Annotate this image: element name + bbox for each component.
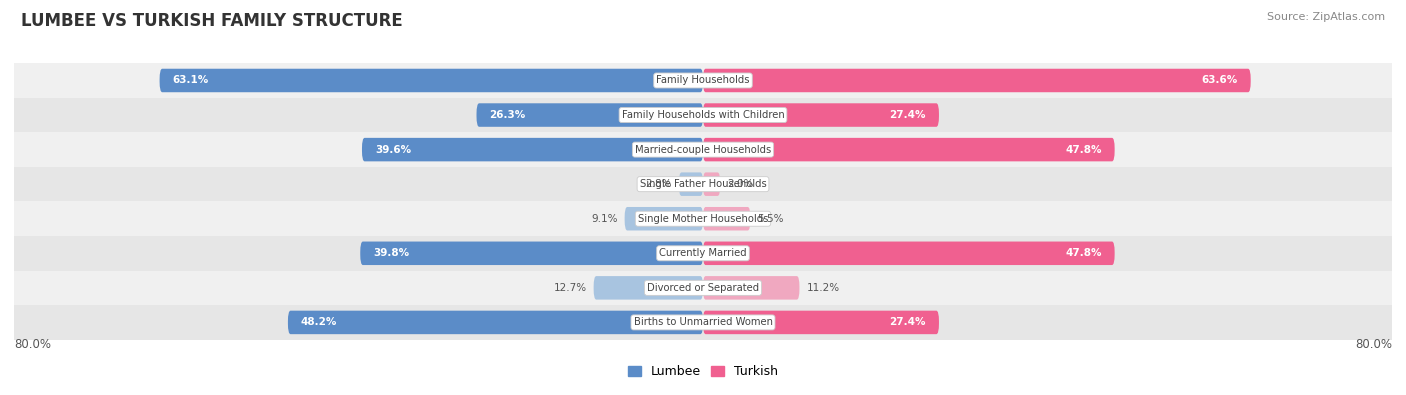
Text: Single Father Households: Single Father Households xyxy=(640,179,766,189)
Text: 2.0%: 2.0% xyxy=(727,179,754,189)
Text: Source: ZipAtlas.com: Source: ZipAtlas.com xyxy=(1267,12,1385,22)
Text: 47.8%: 47.8% xyxy=(1066,248,1102,258)
Text: Divorced or Separated: Divorced or Separated xyxy=(647,283,759,293)
FancyBboxPatch shape xyxy=(477,103,703,127)
FancyBboxPatch shape xyxy=(703,241,1115,265)
Text: 2.8%: 2.8% xyxy=(645,179,672,189)
Text: 47.8%: 47.8% xyxy=(1066,145,1102,154)
Bar xyxy=(14,63,1392,98)
FancyBboxPatch shape xyxy=(288,310,703,334)
Text: Married-couple Households: Married-couple Households xyxy=(636,145,770,154)
FancyBboxPatch shape xyxy=(624,207,703,230)
FancyBboxPatch shape xyxy=(703,103,939,127)
Text: 12.7%: 12.7% xyxy=(554,283,586,293)
Text: Family Households with Children: Family Households with Children xyxy=(621,110,785,120)
Text: 27.4%: 27.4% xyxy=(890,318,927,327)
Text: Single Mother Households: Single Mother Households xyxy=(638,214,768,224)
Text: 63.6%: 63.6% xyxy=(1202,75,1237,85)
FancyBboxPatch shape xyxy=(703,138,1115,161)
Text: Currently Married: Currently Married xyxy=(659,248,747,258)
Text: 63.1%: 63.1% xyxy=(173,75,208,85)
FancyBboxPatch shape xyxy=(160,69,703,92)
Text: LUMBEE VS TURKISH FAMILY STRUCTURE: LUMBEE VS TURKISH FAMILY STRUCTURE xyxy=(21,12,404,30)
Bar xyxy=(14,305,1392,340)
Text: 26.3%: 26.3% xyxy=(489,110,526,120)
Text: 27.4%: 27.4% xyxy=(890,110,927,120)
Text: 39.6%: 39.6% xyxy=(375,145,411,154)
Legend: Lumbee, Turkish: Lumbee, Turkish xyxy=(623,360,783,383)
Bar xyxy=(14,98,1392,132)
Text: 5.5%: 5.5% xyxy=(758,214,783,224)
Text: Family Households: Family Households xyxy=(657,75,749,85)
Text: 48.2%: 48.2% xyxy=(301,318,337,327)
FancyBboxPatch shape xyxy=(703,69,1251,92)
Text: 39.8%: 39.8% xyxy=(373,248,409,258)
FancyBboxPatch shape xyxy=(703,207,751,230)
Bar xyxy=(14,167,1392,201)
Bar xyxy=(14,132,1392,167)
Bar xyxy=(14,201,1392,236)
FancyBboxPatch shape xyxy=(703,276,800,299)
Bar xyxy=(14,236,1392,271)
Text: 80.0%: 80.0% xyxy=(1355,339,1392,352)
Bar xyxy=(14,271,1392,305)
Text: 80.0%: 80.0% xyxy=(14,339,51,352)
FancyBboxPatch shape xyxy=(703,310,939,334)
Text: Births to Unmarried Women: Births to Unmarried Women xyxy=(634,318,772,327)
FancyBboxPatch shape xyxy=(703,172,720,196)
FancyBboxPatch shape xyxy=(593,276,703,299)
FancyBboxPatch shape xyxy=(360,241,703,265)
Text: 11.2%: 11.2% xyxy=(807,283,839,293)
FancyBboxPatch shape xyxy=(361,138,703,161)
FancyBboxPatch shape xyxy=(679,172,703,196)
Text: 9.1%: 9.1% xyxy=(592,214,617,224)
